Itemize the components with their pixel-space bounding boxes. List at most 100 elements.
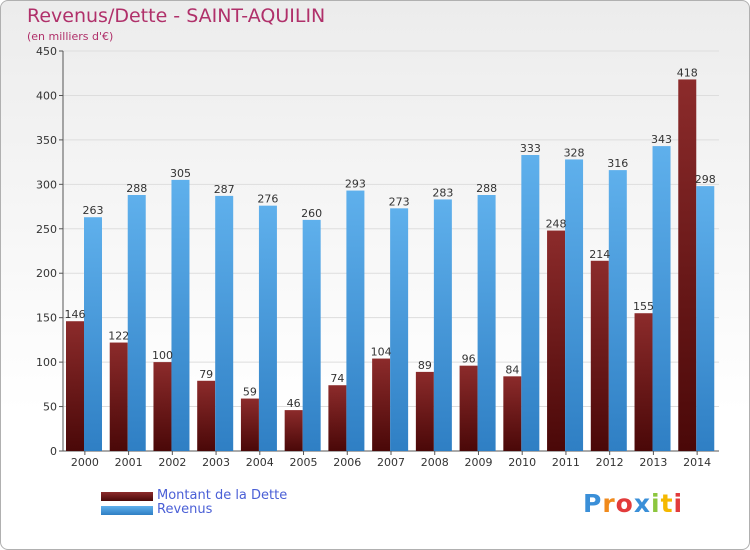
x-tick-label-2004: 2004 [246, 456, 274, 469]
x-tick-label-2001: 2001 [115, 456, 143, 469]
logo-letter: P [583, 489, 603, 518]
bar-debt-2014 [678, 79, 697, 451]
proxiti-logo: Proxiti [583, 489, 683, 518]
value-label-debt-2000: 146 [65, 308, 86, 321]
value-label-revenue-2011: 328 [564, 146, 585, 159]
y-tick-label: 250 [36, 223, 57, 236]
bar-revenue-2008 [433, 199, 452, 451]
value-label-debt-2013: 155 [633, 300, 654, 313]
logo-letter: x [633, 489, 651, 518]
value-label-debt-2012: 214 [589, 248, 610, 261]
x-tick-label-2013: 2013 [639, 456, 667, 469]
value-label-debt-2011: 248 [546, 218, 567, 231]
y-tick-label: 350 [36, 134, 57, 147]
bar-debt-2002 [153, 362, 172, 451]
x-tick-label-2012: 2012 [596, 456, 624, 469]
axes: 0 50 100 150 200 250 300 350 400 450 2000 2001 2002 2… [36, 45, 719, 469]
value-label-debt-2005: 46 [287, 397, 301, 410]
bar-revenue-2013 [652, 146, 671, 451]
x-tick-label-2003: 2003 [202, 456, 230, 469]
value-label-debt-2008: 89 [418, 359, 432, 372]
bar-debt-2003 [197, 380, 216, 451]
value-label-debt-2009: 96 [462, 353, 476, 366]
logo-letter: t [660, 489, 674, 518]
logo-letter: r [602, 489, 616, 518]
legend-swatch-debt [101, 492, 153, 501]
bar-debt-2011 [547, 230, 566, 451]
bar-revenue-2007 [390, 208, 409, 451]
bar-debt-2010 [503, 376, 522, 451]
bar-debt-2004 [240, 398, 259, 451]
bar-revenue-2005 [302, 219, 321, 451]
chart-title: Revenus/Dette - SAINT-AQUILIN [27, 5, 326, 27]
value-label-revenue-2010: 333 [520, 142, 541, 155]
bar-revenue-2003 [215, 195, 234, 451]
legend-label-debt: Montant de la Dette [157, 488, 288, 503]
value-label-revenue-2009: 288 [476, 182, 497, 195]
bar-revenue-2014 [696, 186, 715, 451]
y-tick-label: 0 [50, 445, 57, 458]
x-tick-label-2002: 2002 [158, 456, 186, 469]
value-label-debt-2004: 59 [243, 386, 257, 399]
bar-revenue-2004 [258, 205, 277, 451]
y-tick-label: 100 [36, 356, 57, 369]
value-label-revenue-2000: 263 [83, 204, 104, 217]
value-label-debt-2007: 104 [371, 346, 392, 359]
value-label-debt-2003: 79 [199, 368, 213, 381]
bar-revenue-2011 [565, 159, 584, 451]
value-label-revenue-2013: 343 [651, 133, 672, 146]
legend-label-revenue: Revenus [157, 502, 213, 517]
value-label-revenue-2008: 283 [432, 186, 453, 199]
x-tick-label-2011: 2011 [552, 456, 580, 469]
y-tick-label: 450 [36, 45, 57, 58]
value-label-debt-2014: 418 [677, 66, 698, 79]
bar-revenue-2009 [477, 195, 496, 451]
value-label-revenue-2006: 293 [345, 178, 366, 191]
bars [66, 79, 715, 452]
value-label-revenue-2012: 316 [607, 157, 628, 170]
value-label-revenue-2001: 288 [126, 182, 147, 195]
value-label-revenue-2003: 287 [214, 183, 235, 196]
bar-debt-2006 [328, 385, 347, 451]
x-tick-label-2007: 2007 [377, 456, 405, 469]
logo-letter: i [651, 489, 661, 518]
x-tick-label-2009: 2009 [464, 456, 492, 469]
bar-revenue-2010 [521, 155, 540, 451]
value-label-revenue-2005: 260 [301, 207, 322, 220]
bar-revenue-2002 [171, 179, 190, 451]
x-tick-label-2014: 2014 [683, 456, 711, 469]
x-tick-label-2008: 2008 [421, 456, 449, 469]
value-label-revenue-2007: 273 [389, 195, 410, 208]
value-label-debt-2006: 74 [330, 372, 344, 385]
y-tick-label: 50 [43, 401, 57, 414]
bar-debt-2012 [590, 260, 609, 451]
value-label-debt-2010: 84 [505, 363, 519, 376]
value-label-revenue-2004: 276 [257, 193, 278, 206]
y-tick-label: 300 [36, 178, 57, 191]
bar-debt-2007 [372, 358, 391, 451]
x-tick-label-2006: 2006 [333, 456, 361, 469]
legend-swatch-revenue [101, 506, 153, 515]
x-tick-label-2005: 2005 [290, 456, 318, 469]
chart-subtitle: (en milliers d'€) [27, 30, 114, 43]
bar-debt-2008 [415, 371, 434, 451]
y-tick-label: 200 [36, 267, 57, 280]
value-label-debt-2002: 100 [152, 349, 173, 362]
logo-letter: o [615, 489, 634, 518]
bar-debt-2013 [634, 313, 653, 451]
value-label-revenue-2002: 305 [170, 167, 191, 180]
bar-debt-2009 [459, 365, 478, 451]
y-tick-label: 150 [36, 312, 57, 325]
bar-debt-2001 [109, 342, 128, 451]
bar-debt-2000 [66, 321, 84, 451]
bar-revenue-2000 [84, 217, 102, 451]
bar-revenue-2006 [346, 190, 365, 452]
x-tick-label-2000: 2000 [71, 456, 99, 469]
value-label-debt-2001: 122 [108, 330, 129, 343]
value-label-revenue-2014: 298 [695, 173, 716, 186]
y-tick-label: 400 [36, 89, 57, 102]
bar-debt-2005 [284, 410, 303, 451]
x-tick-label-2010: 2010 [508, 456, 536, 469]
